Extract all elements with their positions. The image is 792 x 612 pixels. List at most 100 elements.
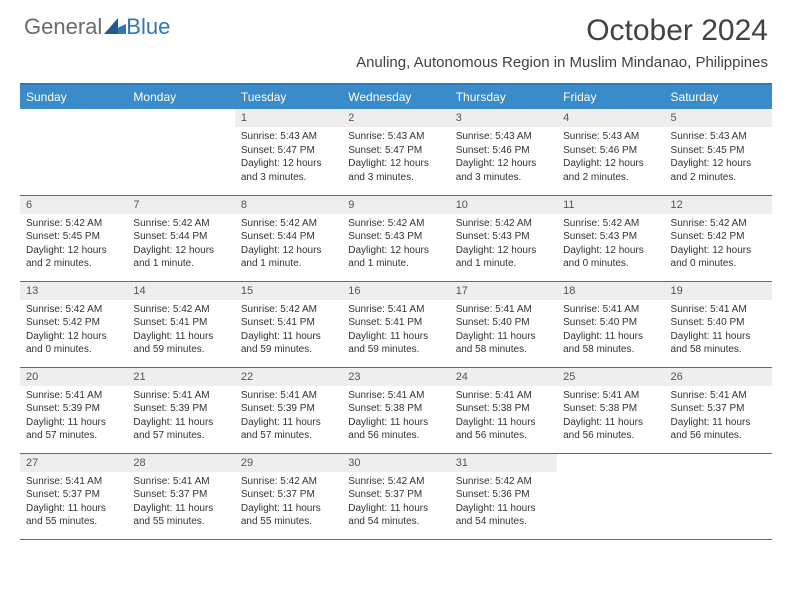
calendar-cell: 10Sunrise: 5:42 AMSunset: 5:43 PMDayligh… [450,195,557,281]
day-details: Sunrise: 5:42 AMSunset: 5:43 PMDaylight:… [557,214,664,275]
sunrise-text: Sunrise: 5:41 AM [241,389,336,403]
sunrise-text: Sunrise: 5:42 AM [26,217,121,231]
calendar-cell: 12Sunrise: 5:42 AMSunset: 5:42 PMDayligh… [665,195,772,281]
day-number: 26 [665,368,772,386]
day-details: Sunrise: 5:41 AMSunset: 5:40 PMDaylight:… [665,300,772,361]
day-details: Sunrise: 5:43 AMSunset: 5:47 PMDaylight:… [235,127,342,188]
day-details: Sunrise: 5:43 AMSunset: 5:46 PMDaylight:… [557,127,664,188]
sunset-text: Sunset: 5:39 PM [133,402,228,416]
day-number: 11 [557,196,664,214]
day-number: 9 [342,196,449,214]
calendar-week: 6Sunrise: 5:42 AMSunset: 5:45 PMDaylight… [20,195,772,281]
sunrise-text: Sunrise: 5:42 AM [133,303,228,317]
brand-part1: General [24,14,102,40]
day-number: 17 [450,282,557,300]
day-header: Sunday [20,84,127,109]
day-number: 15 [235,282,342,300]
brand-part2: Blue [126,14,170,40]
day-number [127,109,234,126]
day-number: 13 [20,282,127,300]
day-number: 14 [127,282,234,300]
daylight-text: Daylight: 11 hours and 56 minutes. [348,416,443,443]
sunrise-text: Sunrise: 5:42 AM [456,475,551,489]
day-details: Sunrise: 5:41 AMSunset: 5:37 PMDaylight:… [20,472,127,533]
sunset-text: Sunset: 5:44 PM [133,230,228,244]
sunrise-text: Sunrise: 5:41 AM [348,389,443,403]
calendar-cell: 18Sunrise: 5:41 AMSunset: 5:40 PMDayligh… [557,281,664,367]
sunset-text: Sunset: 5:45 PM [26,230,121,244]
calendar-cell: 26Sunrise: 5:41 AMSunset: 5:37 PMDayligh… [665,367,772,453]
sunrise-text: Sunrise: 5:41 AM [563,303,658,317]
day-details: Sunrise: 5:43 AMSunset: 5:47 PMDaylight:… [342,127,449,188]
calendar-week: 27Sunrise: 5:41 AMSunset: 5:37 PMDayligh… [20,453,772,539]
day-details: Sunrise: 5:41 AMSunset: 5:38 PMDaylight:… [450,386,557,447]
sunset-text: Sunset: 5:39 PM [26,402,121,416]
sunrise-text: Sunrise: 5:42 AM [671,217,766,231]
day-header: Tuesday [235,84,342,109]
sunrise-text: Sunrise: 5:41 AM [671,389,766,403]
sunset-text: Sunset: 5:43 PM [563,230,658,244]
sunrise-text: Sunrise: 5:41 AM [563,389,658,403]
day-number: 19 [665,282,772,300]
calendar-cell: 16Sunrise: 5:41 AMSunset: 5:41 PMDayligh… [342,281,449,367]
calendar-cell [127,109,234,195]
day-header: Monday [127,84,234,109]
calendar-cell: 5Sunrise: 5:43 AMSunset: 5:45 PMDaylight… [665,109,772,195]
sunrise-text: Sunrise: 5:42 AM [563,217,658,231]
sunrise-text: Sunrise: 5:42 AM [133,217,228,231]
sunset-text: Sunset: 5:46 PM [563,144,658,158]
daylight-text: Daylight: 12 hours and 3 minutes. [348,157,443,184]
day-number: 28 [127,454,234,472]
sunset-text: Sunset: 5:43 PM [348,230,443,244]
day-details: Sunrise: 5:42 AMSunset: 5:42 PMDaylight:… [20,300,127,361]
daylight-text: Daylight: 12 hours and 2 minutes. [563,157,658,184]
day-number: 31 [450,454,557,472]
calendar-cell: 30Sunrise: 5:42 AMSunset: 5:37 PMDayligh… [342,453,449,539]
sunrise-text: Sunrise: 5:43 AM [456,130,551,144]
sunset-text: Sunset: 5:44 PM [241,230,336,244]
sunrise-text: Sunrise: 5:42 AM [241,303,336,317]
day-details: Sunrise: 5:42 AMSunset: 5:42 PMDaylight:… [665,214,772,275]
day-number: 25 [557,368,664,386]
sunrise-text: Sunrise: 5:41 AM [26,475,121,489]
daylight-text: Daylight: 11 hours and 59 minutes. [348,330,443,357]
day-number: 5 [665,109,772,127]
calendar-cell: 22Sunrise: 5:41 AMSunset: 5:39 PMDayligh… [235,367,342,453]
daylight-text: Daylight: 12 hours and 1 minute. [456,244,551,271]
sunrise-text: Sunrise: 5:42 AM [241,475,336,489]
day-details: Sunrise: 5:42 AMSunset: 5:43 PMDaylight:… [450,214,557,275]
daylight-text: Daylight: 11 hours and 56 minutes. [456,416,551,443]
daylight-text: Daylight: 12 hours and 1 minute. [241,244,336,271]
calendar-cell: 29Sunrise: 5:42 AMSunset: 5:37 PMDayligh… [235,453,342,539]
day-number: 4 [557,109,664,127]
daylight-text: Daylight: 11 hours and 58 minutes. [456,330,551,357]
daylight-text: Daylight: 12 hours and 0 minutes. [671,244,766,271]
month-title: October 2024 [356,14,768,48]
daylight-text: Daylight: 11 hours and 55 minutes. [241,502,336,529]
calendar-cell [20,109,127,195]
day-number: 30 [342,454,449,472]
day-number: 22 [235,368,342,386]
sunset-text: Sunset: 5:46 PM [456,144,551,158]
title-block: October 2024 Anuling, Autonomous Region … [356,14,768,71]
sunrise-text: Sunrise: 5:41 AM [456,389,551,403]
sunset-text: Sunset: 5:39 PM [241,402,336,416]
sunset-text: Sunset: 5:47 PM [241,144,336,158]
day-details: Sunrise: 5:42 AMSunset: 5:37 PMDaylight:… [235,472,342,533]
logo-icon [104,14,126,40]
sunset-text: Sunset: 5:45 PM [671,144,766,158]
sunrise-text: Sunrise: 5:41 AM [133,389,228,403]
calendar-cell [665,453,772,539]
sunrise-text: Sunrise: 5:41 AM [456,303,551,317]
brand-logo: General Blue [24,14,170,40]
daylight-text: Daylight: 12 hours and 1 minute. [348,244,443,271]
day-number: 2 [342,109,449,127]
day-details: Sunrise: 5:42 AMSunset: 5:44 PMDaylight:… [127,214,234,275]
day-details: Sunrise: 5:41 AMSunset: 5:38 PMDaylight:… [557,386,664,447]
calendar-cell: 24Sunrise: 5:41 AMSunset: 5:38 PMDayligh… [450,367,557,453]
sunrise-text: Sunrise: 5:42 AM [241,217,336,231]
calendar-cell: 21Sunrise: 5:41 AMSunset: 5:39 PMDayligh… [127,367,234,453]
calendar-cell: 28Sunrise: 5:41 AMSunset: 5:37 PMDayligh… [127,453,234,539]
sunset-text: Sunset: 5:40 PM [671,316,766,330]
day-number: 16 [342,282,449,300]
